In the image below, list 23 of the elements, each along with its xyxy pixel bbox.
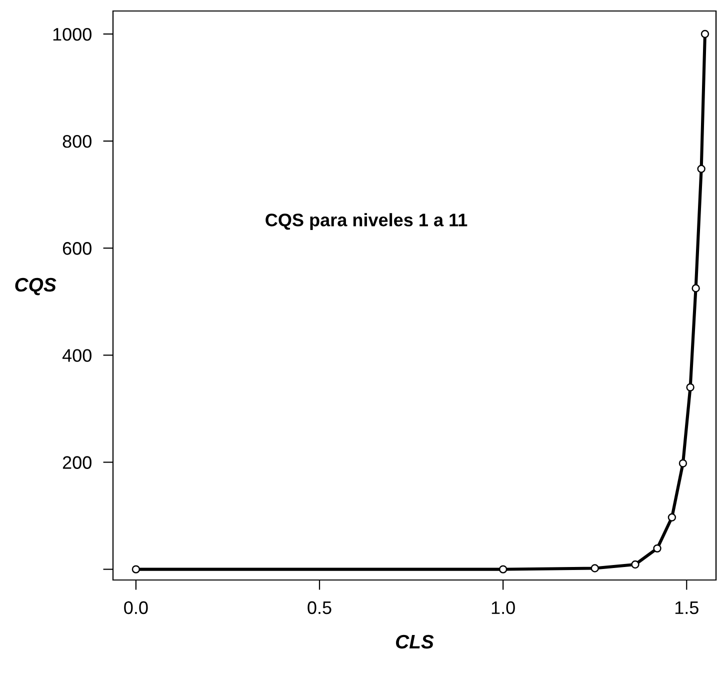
x-tick-label: 1.5 (675, 601, 698, 614)
point (631, 560, 640, 569)
y-tick-label: 200 (62, 456, 92, 469)
x-tick-label: 0.0 (124, 601, 148, 614)
point (132, 565, 140, 574)
y-tick-label: 800 (62, 135, 92, 148)
x-tick-label: 1.0 (492, 601, 515, 614)
point (678, 459, 688, 468)
y-tick-label: 1000 (53, 28, 92, 41)
x-tick-label: 0.5 (308, 601, 332, 614)
point (686, 383, 694, 392)
point (653, 544, 662, 553)
x-axis-title: CLS (396, 634, 434, 649)
annotation: CQS para niveles 1 a 11 (266, 213, 468, 230)
point (692, 284, 700, 292)
y-tick-label: 600 (62, 242, 92, 255)
y-axis-title: CQS (15, 278, 56, 296)
point (590, 564, 599, 572)
point (498, 565, 508, 574)
point (697, 164, 706, 174)
y-tick-label: 400 (62, 349, 92, 362)
point (700, 30, 710, 38)
point (668, 513, 676, 522)
